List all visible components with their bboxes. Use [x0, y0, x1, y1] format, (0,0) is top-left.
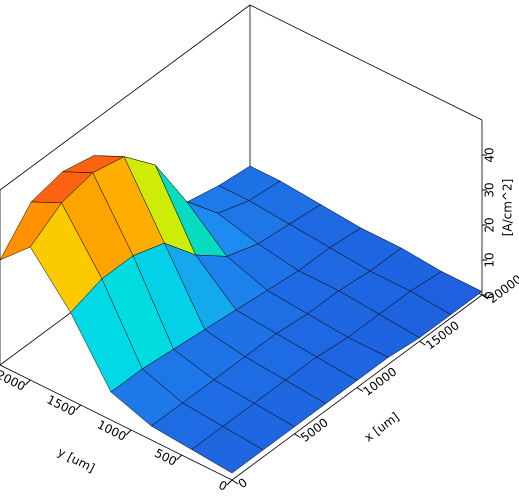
y-tick — [24, 379, 31, 386]
z-tick-label: 40 — [483, 147, 497, 162]
x-axis-title: x [um] — [362, 410, 402, 445]
y-tick-label: 0 — [216, 478, 229, 494]
y-tick-label: 1500 — [45, 392, 79, 418]
x-tick-label: 0 — [235, 475, 250, 491]
box-edge — [0, 4, 251, 191]
y-tick-label: 1000 — [95, 417, 129, 443]
x-tick — [294, 433, 301, 439]
box-edge — [249, 4, 483, 121]
z-axis-title: [A/cm^2] — [501, 179, 515, 237]
y-tick — [75, 404, 82, 411]
x-tick — [419, 340, 426, 346]
y-tick — [125, 429, 132, 436]
x-tick — [231, 479, 239, 485]
x-tick-label: 20000 — [485, 272, 519, 306]
y-tick-label: 500 — [152, 446, 179, 469]
surface-cell — [191, 426, 264, 474]
x-tick — [481, 294, 489, 300]
z-tick-label: 30 — [483, 182, 497, 197]
z-tick-label: 0 — [483, 291, 497, 299]
z-tick-label: 20 — [483, 217, 497, 232]
y-axis-title: y [um] — [55, 445, 97, 475]
y-tick — [226, 479, 233, 486]
y-tick — [176, 454, 182, 461]
x-tick — [356, 387, 364, 392]
y-tick-label: 2000 — [0, 367, 28, 393]
box-edge — [0, 364, 233, 481]
z-tick-label: 10 — [483, 252, 497, 267]
